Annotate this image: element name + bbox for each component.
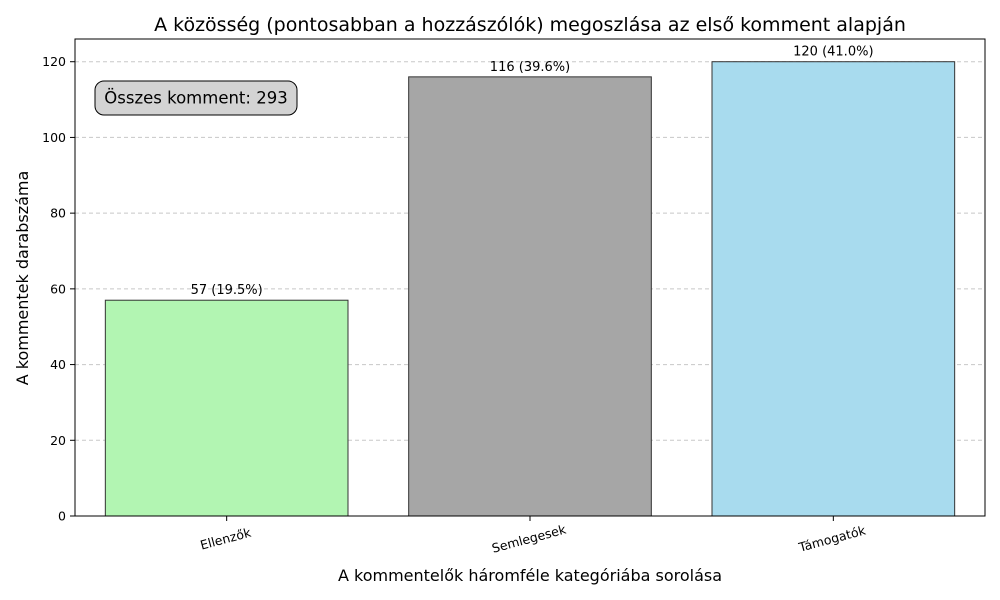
y-tick-label: 60 <box>50 281 66 296</box>
bar-1 <box>104 299 349 517</box>
total-comments-annotation: Összes komment: 293 <box>94 80 298 116</box>
annotation-text: Összes komment: 293 <box>104 89 287 108</box>
y-axis-title: A kommentek darabszáma <box>13 171 32 386</box>
x-tick-label: Támogatók <box>796 522 868 555</box>
bar-value-label: 120 (41.0%) <box>793 45 873 60</box>
bar-3 <box>711 61 956 517</box>
bar-2 <box>408 76 652 517</box>
y-tick-label: 0 <box>58 509 66 524</box>
x-tick-label: Ellenzők <box>198 524 253 552</box>
chart-title: A közösség (pontosabban a hozzászólók) m… <box>154 14 906 36</box>
x-tick-label: Semlegesek <box>490 521 568 555</box>
y-tick-label: 80 <box>50 206 66 221</box>
bar-value-label: 57 (19.5%) <box>191 283 263 298</box>
bar-value-label: 116 (39.6%) <box>490 60 570 75</box>
y-tick-label: 120 <box>42 54 66 69</box>
x-axis-title: A kommentelők háromféle kategóriába soro… <box>338 566 722 585</box>
annotation-box <box>94 80 298 116</box>
y-tick-label: 20 <box>50 433 66 448</box>
y-tick-label: 100 <box>42 130 66 145</box>
y-tick-label: 40 <box>50 357 66 372</box>
